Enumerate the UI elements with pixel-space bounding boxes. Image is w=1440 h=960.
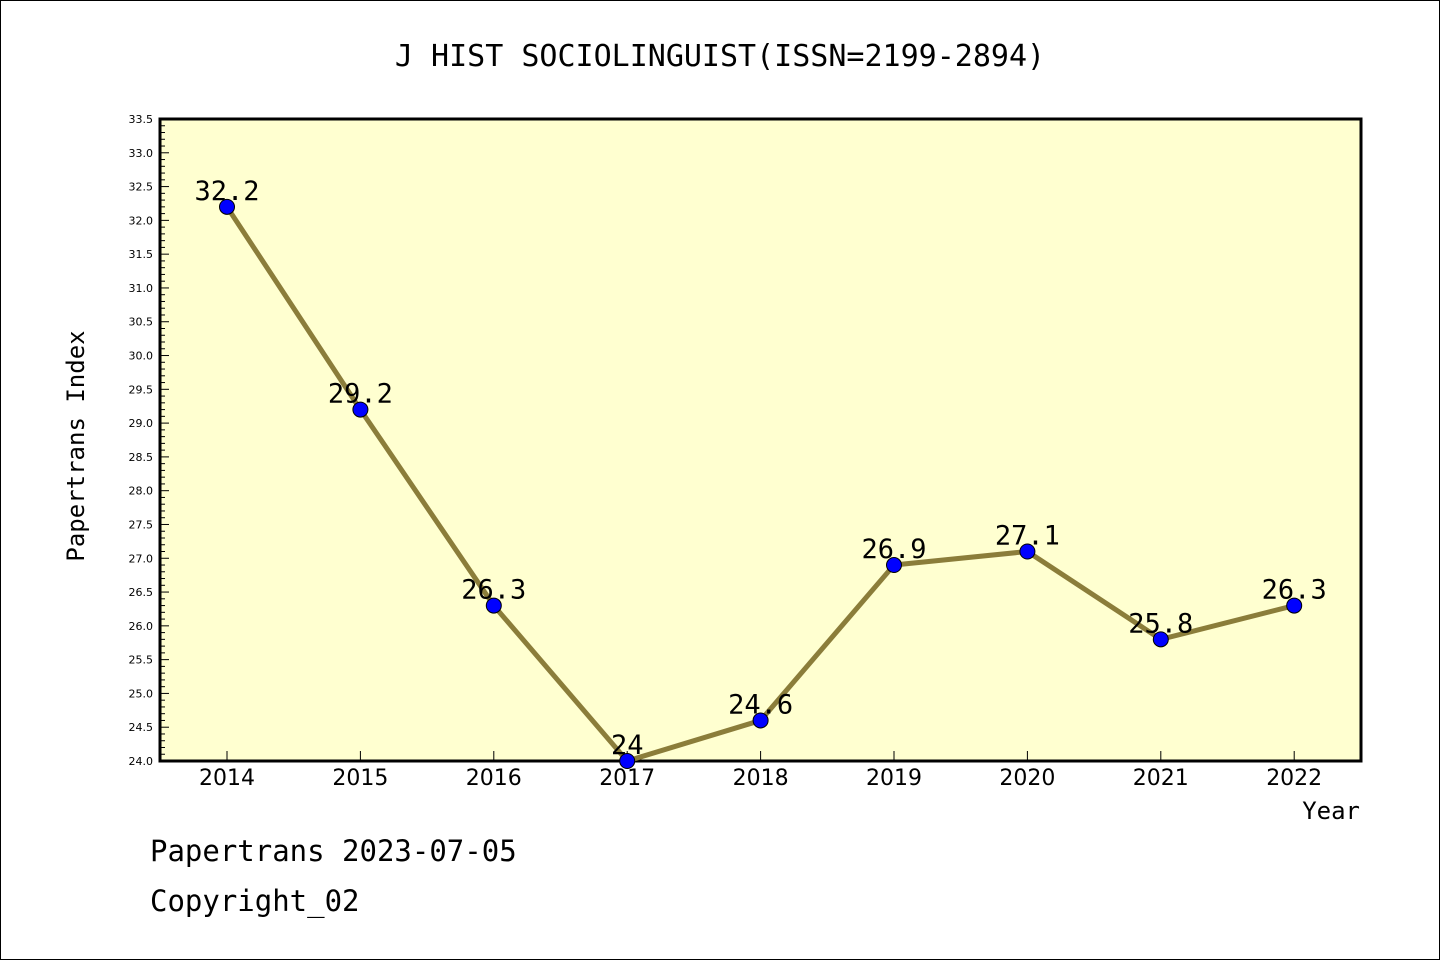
data-label: 25.8	[1128, 608, 1193, 639]
y-tick-label: 30.0	[129, 350, 154, 363]
data-label: 26.9	[861, 534, 926, 565]
x-tick-label: 2022	[1266, 766, 1322, 791]
footer-copyright: Copyright_02	[150, 884, 360, 918]
y-tick-label: 28.5	[129, 451, 154, 464]
y-tick-label: 29.5	[129, 383, 154, 396]
data-labels: 32.2 29.2 26.3 24 24.6 26.9 27.1 25.8 26.3	[194, 176, 1326, 761]
data-label: 27.1	[995, 521, 1060, 552]
y-tick-label: 26.0	[129, 620, 154, 633]
plot-area	[158, 117, 1363, 763]
data-point	[752, 712, 769, 729]
y-tick-label: 32.5	[129, 181, 154, 194]
data-point	[219, 198, 235, 215]
y-tick-label: 32.0	[129, 214, 154, 227]
x-axis: 2014 2015 2016 2017 2018 2019 2020 2021 2022	[199, 751, 1322, 791]
y-tick-label: 24.5	[129, 721, 154, 734]
y-tick-label: 31.5	[129, 248, 154, 261]
footer-date: Papertrans 2023-07-05	[150, 834, 517, 868]
data-label: 29.2	[328, 379, 393, 410]
x-axis-title: Year	[1302, 797, 1360, 825]
y-tick-label: 29.0	[129, 417, 154, 430]
x-tick-label: 2019	[866, 766, 922, 791]
y-tick-label: 33.5	[129, 113, 154, 126]
x-tick-label: 2017	[599, 766, 655, 791]
y-tick-label: 24.0	[129, 755, 154, 768]
y-tick-label: 33.0	[129, 147, 154, 160]
y-tick-label: 30.5	[129, 316, 154, 329]
data-label: 26.3	[461, 575, 526, 606]
data-point	[619, 753, 636, 769]
data-label: 24	[611, 730, 644, 761]
data-point	[1286, 597, 1303, 614]
y-tick-label: 26.5	[129, 586, 154, 599]
x-tick-label: 2014	[199, 766, 255, 791]
y-tick-label: 27.0	[129, 552, 154, 565]
data-point	[1019, 543, 1036, 560]
x-tick-label: 2020	[999, 766, 1055, 791]
y-axis-title: Papertrans Index	[62, 330, 90, 561]
y-tick-label: 28.0	[129, 485, 154, 498]
y-tick-label: 25.5	[129, 654, 154, 667]
chart-title: J HIST SOCIOLINGUIST(ISSN=2199-2894)	[395, 39, 1045, 74]
data-label: 26.3	[1262, 575, 1327, 606]
x-tick-label: 2016	[466, 766, 522, 791]
data-points	[219, 198, 1303, 769]
data-label: 24.6	[728, 689, 793, 720]
data-point	[485, 597, 502, 614]
y-tick-label: 27.5	[129, 518, 154, 531]
x-tick-label: 2021	[1133, 766, 1189, 791]
x-tick-label: 2018	[733, 766, 789, 791]
data-point	[886, 557, 902, 574]
y-axis: 24.0 24.5 25.0 25.5 26.0 26.5 27.0 27.5 28.0 28.5…	[129, 113, 169, 768]
data-point	[1152, 631, 1169, 648]
y-tick-label: 25.0	[129, 687, 154, 700]
data-point	[352, 401, 369, 418]
data-label: 32.2	[194, 176, 259, 207]
y-tick-label: 31.0	[129, 282, 154, 295]
x-tick-label: 2015	[332, 766, 388, 791]
